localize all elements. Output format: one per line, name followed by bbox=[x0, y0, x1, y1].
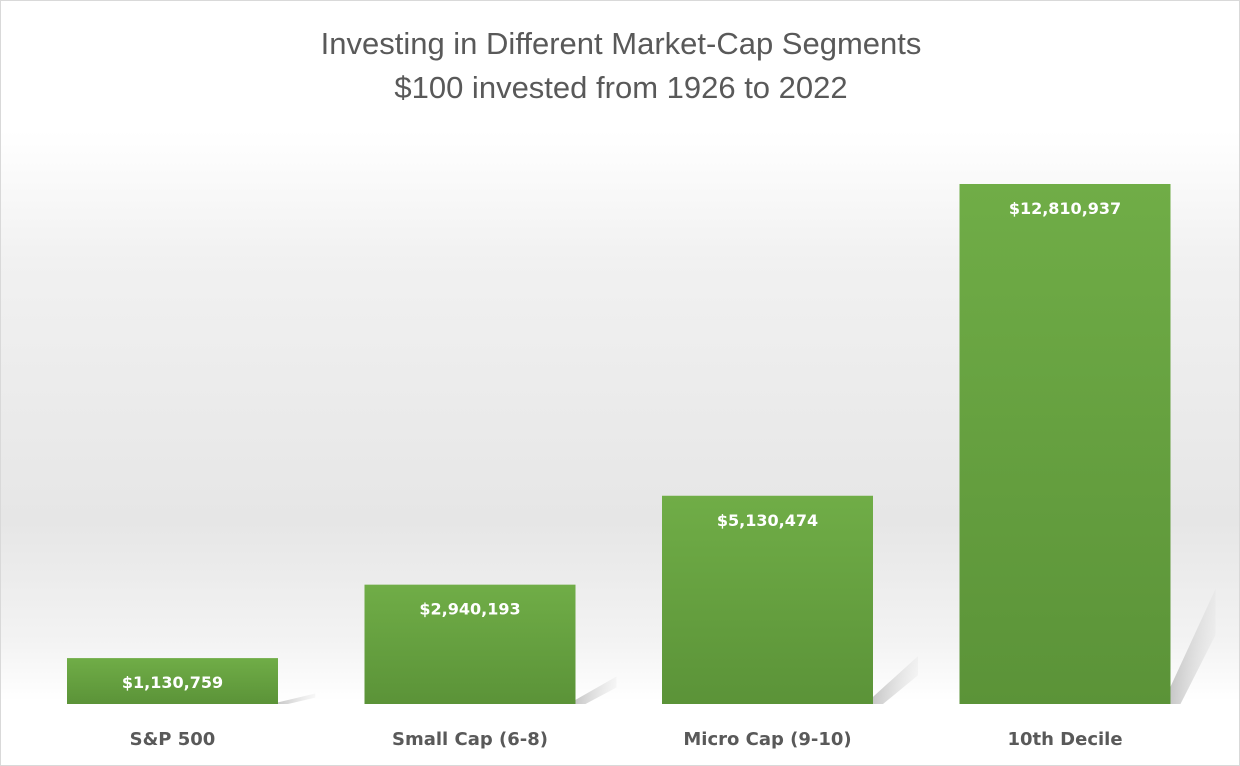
value-labels-group: $1,130,759 $2,940,193 $5,130,474 $12,810,93… bbox=[122, 199, 1121, 692]
chart-subtitle: $100 invested from 1926 to 2022 bbox=[394, 70, 848, 105]
bars-group bbox=[67, 184, 1171, 704]
data-label: $1,130,759 bbox=[122, 673, 223, 692]
bar-shadow bbox=[873, 656, 918, 704]
data-label: $12,810,937 bbox=[1009, 199, 1121, 218]
bar-shadow bbox=[278, 693, 316, 704]
data-label: $5,130,474 bbox=[717, 511, 818, 530]
bar bbox=[67, 658, 278, 704]
bar bbox=[959, 184, 1171, 704]
data-label: $2,940,193 bbox=[419, 600, 520, 619]
chart-title: Investing in Different Market-Cap Segmen… bbox=[320, 26, 922, 61]
bar-shadow bbox=[1170, 589, 1216, 704]
bar-shadow bbox=[575, 676, 617, 704]
x-tick-label: S&P 500 bbox=[130, 729, 216, 750]
bar bbox=[364, 584, 576, 704]
bar-shadows bbox=[278, 589, 1216, 704]
x-tick-label: Micro Cap (9-10) bbox=[683, 729, 851, 750]
bar bbox=[662, 495, 873, 704]
category-labels-group: S&P 500 Small Cap (6-8) Micro Cap (9-10) 10… bbox=[130, 729, 1123, 750]
x-tick-label: 10th Decile bbox=[1007, 729, 1122, 750]
x-tick-label: Small Cap (6-8) bbox=[392, 729, 548, 750]
